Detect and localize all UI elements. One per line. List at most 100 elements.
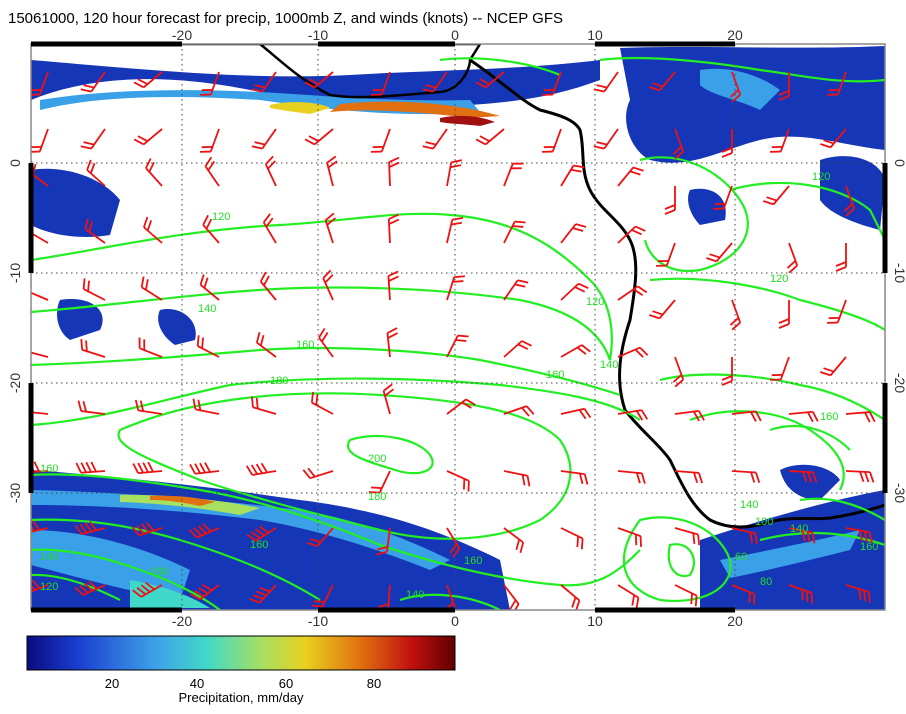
precip-colorbar: 20 40 60 80 Precipitation, mm/day: [26, 635, 456, 705]
wind-barb: [80, 338, 106, 358]
wind-barb: [31, 410, 49, 415]
wind-barb: [370, 71, 391, 96]
wind-barb: [196, 335, 220, 358]
lat-tick-label: 0: [892, 159, 906, 167]
wind-barb: [264, 155, 277, 187]
wind-barb: [712, 185, 733, 210]
map-title: 15061000, 120 hour forecast for precip, …: [8, 10, 563, 27]
lon-tick-label: 0: [451, 613, 459, 629]
wind-barb: [302, 467, 334, 480]
lon-tick-label: 0: [451, 27, 459, 43]
wind-barb: [778, 72, 790, 101]
wind-barb: [769, 356, 790, 381]
wind-barb: [140, 276, 163, 301]
wind-barb: [731, 470, 761, 484]
contour-label: 160: [296, 339, 314, 351]
map-frame: [30, 43, 886, 611]
wind-barb: [133, 71, 163, 89]
wind-barb: [31, 71, 49, 96]
wind-barb: [560, 527, 584, 550]
wind-barb: [845, 527, 873, 543]
wind-barb: [138, 337, 163, 358]
wind-barb: [826, 71, 847, 96]
wind-barb: [134, 399, 163, 415]
wind-barb: [503, 584, 520, 610]
wind-barb: [617, 346, 649, 358]
wind-barb: [674, 584, 698, 607]
wind-barb: [664, 186, 676, 215]
wind-barb: [560, 407, 592, 420]
africa-coastline: [469, 58, 885, 529]
contour-label: 120: [40, 581, 58, 593]
wind-barb: [324, 212, 337, 244]
map-border-ticks: [28, 41, 888, 613]
wind-barb: [245, 462, 277, 476]
wind-barb: [446, 470, 470, 492]
wind-barb: [326, 155, 338, 187]
contour-label: 80: [760, 576, 772, 588]
wind-barb: [593, 128, 619, 150]
wind-barb: [249, 584, 277, 604]
wind-barb: [617, 166, 644, 187]
wind-barb: [617, 225, 646, 244]
wind-barb: [503, 279, 529, 301]
wind-barb: [368, 470, 391, 494]
colorbar-tick-label: 80: [367, 676, 381, 691]
wind-barb: [503, 527, 525, 554]
wind-barb: [143, 216, 163, 244]
wind-barb: [674, 409, 705, 422]
contour-label: 120: [812, 171, 830, 183]
wind-barb: [617, 470, 646, 484]
wind-barb: [617, 409, 649, 421]
wind-barb: [74, 580, 106, 596]
wind-barb: [189, 462, 220, 475]
wind-barb: [788, 470, 818, 483]
wind-barb: [721, 129, 733, 158]
wind-barb: [593, 71, 619, 93]
wind-barb: [674, 470, 704, 484]
wind-barb: [255, 331, 277, 358]
wind-barb: [318, 327, 334, 358]
wind-barb: [617, 285, 648, 301]
wind-barb: [75, 461, 106, 474]
wind-barb: [133, 128, 163, 146]
wind-barb: [475, 128, 505, 146]
wind-barb: [251, 71, 277, 93]
wind-barb: [388, 156, 400, 187]
wind-barb: [190, 583, 220, 601]
wind-barb: [131, 521, 163, 537]
wind-barb: [731, 410, 762, 422]
wind-barb: [731, 527, 758, 545]
contour-label: 140: [600, 359, 618, 371]
lon-tick-label: 10: [587, 613, 603, 629]
wind-barb: [251, 396, 277, 415]
wind-barb: [446, 527, 461, 558]
contour-label: 180: [150, 566, 168, 578]
wind-barb: [446, 275, 465, 301]
wind-barb: [826, 299, 847, 324]
contour-label: 200: [368, 453, 386, 465]
wind-barb: [188, 523, 220, 539]
wind-barb: [845, 584, 871, 603]
contour-label: 100: [755, 516, 773, 528]
wind-barb: [820, 356, 847, 377]
lon-tick-label: -20: [172, 613, 192, 629]
wind-barb: [729, 299, 742, 331]
wind-barb: [262, 213, 277, 244]
contour-label: 160: [464, 555, 482, 567]
wind-barb: [370, 128, 391, 153]
wind-barb: [560, 470, 589, 485]
wind-barb: [541, 128, 562, 153]
wind-barb: [560, 584, 581, 610]
wind-barb: [322, 269, 334, 301]
wind-barb: [304, 128, 334, 146]
wind-barb: [77, 400, 106, 415]
wind-barb: [503, 405, 535, 417]
lat-tick-label: -20: [892, 373, 906, 393]
lon-tick-label: -10: [308, 27, 328, 43]
wind-barb: [446, 217, 464, 244]
wind-barb: [560, 282, 589, 301]
wind-barb: [387, 270, 399, 301]
wind-barb: [786, 242, 799, 274]
wind-barb: [31, 281, 49, 301]
